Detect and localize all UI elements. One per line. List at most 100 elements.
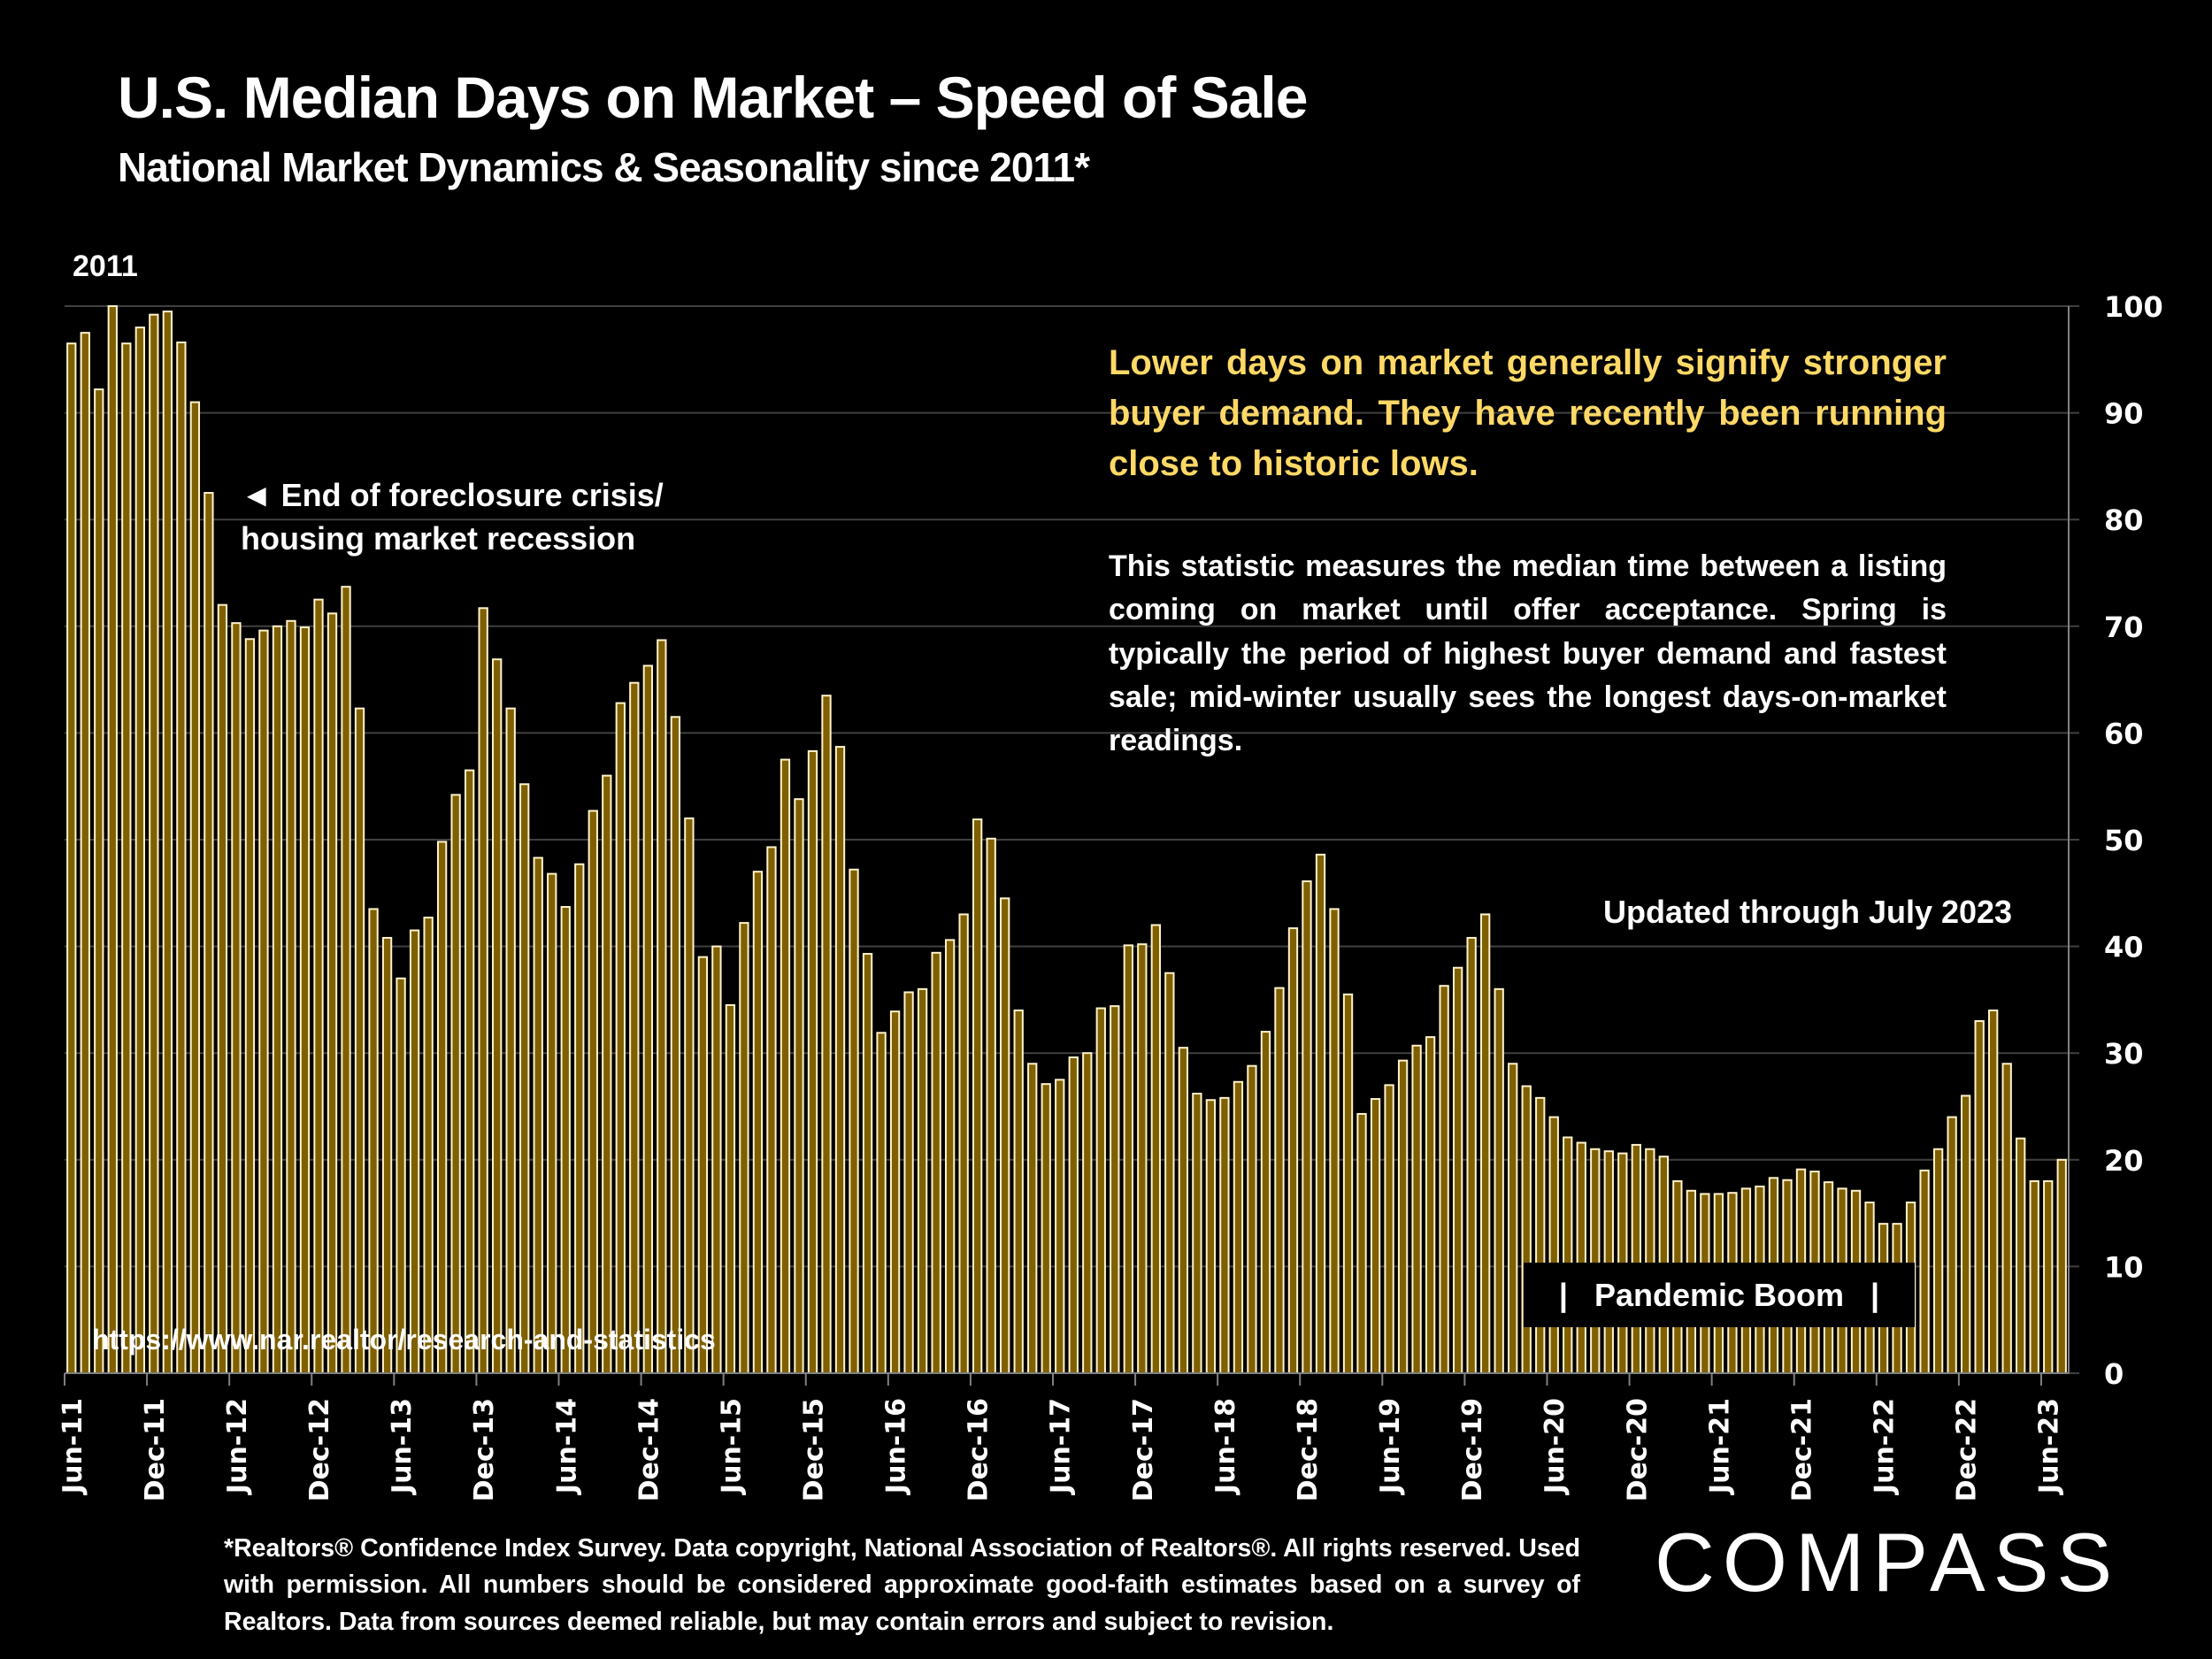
foreclosure-line-1: ◄ End of foreclosure crisis/ [241, 477, 664, 513]
bar [1164, 972, 1175, 1374]
bar [711, 945, 722, 1374]
x-tick-label: Jun-23 [2034, 1398, 2065, 1495]
x-tick-label: Jun-17 [1046, 1398, 1077, 1495]
bar [1219, 1096, 1230, 1375]
bar [1521, 1085, 1532, 1375]
bar [1110, 1005, 1120, 1374]
bar [821, 695, 832, 1374]
bar [1274, 987, 1285, 1375]
bar [1960, 1094, 1971, 1374]
bar [1192, 1093, 1202, 1374]
pandemic-boom-label: | Pandemic Boom | [1524, 1263, 1915, 1327]
bar [1041, 1083, 1051, 1374]
x-tick-label: Jun-18 [1210, 1398, 1241, 1495]
bar [1508, 1063, 1518, 1374]
bar [1645, 1148, 1655, 1374]
bar [903, 991, 914, 1374]
bar [657, 639, 667, 1374]
bar [1356, 1112, 1367, 1375]
lead-annotation: Lower days on market generally signify s… [1109, 343, 1947, 483]
bar [409, 929, 420, 1374]
bar [849, 868, 859, 1374]
bar [1480, 913, 1491, 1375]
pandemic-boom-text: | Pandemic Boom | [1558, 1276, 1880, 1313]
bar [1439, 985, 1449, 1375]
bar [1563, 1136, 1573, 1374]
x-tick-label: Dec-18 [1293, 1398, 1324, 1502]
bar [326, 612, 338, 1374]
bar [1919, 1169, 1930, 1374]
bar [1397, 1059, 1409, 1374]
bar [931, 951, 941, 1375]
bar [547, 872, 557, 1374]
compass-logo: COMPASS [1655, 1516, 2121, 1609]
bar [396, 977, 406, 1375]
bar [629, 681, 640, 1374]
bar [1494, 987, 1504, 1374]
x-tick-label: Dec-11 [140, 1398, 171, 1502]
bar [766, 846, 777, 1374]
bar [121, 342, 132, 1375]
bar [602, 774, 612, 1374]
x-tick-label: Dec-22 [1952, 1398, 1983, 1502]
bar [958, 913, 969, 1375]
bar [684, 817, 695, 1374]
bar [834, 746, 846, 1374]
x-tick-label: Jun-19 [1375, 1398, 1406, 1495]
bar [1055, 1079, 1065, 1374]
bar [176, 342, 187, 1374]
bar [917, 987, 928, 1374]
x-tick-label: Jun-11 [58, 1398, 88, 1495]
bar [66, 342, 77, 1375]
y-tick-label: 20 [2104, 1144, 2144, 1178]
x-tick-label: Dec-21 [1786, 1398, 1817, 1502]
bar [1932, 1148, 1944, 1374]
bar [1342, 993, 1354, 1374]
bar [986, 837, 996, 1374]
x-tick-label: Jun-14 [551, 1398, 582, 1495]
y-axis: 0 10 20 30 40 50 60 70 80 90 100 [2068, 290, 2163, 1391]
x-tick-label: Dec-12 [304, 1398, 335, 1502]
bar [80, 332, 90, 1374]
bar [423, 917, 434, 1374]
bar [697, 956, 709, 1375]
x-tick-label: Jun-13 [387, 1398, 418, 1495]
bar [134, 326, 145, 1374]
bar [1452, 966, 1463, 1374]
bar [299, 626, 311, 1374]
bar [794, 798, 804, 1374]
bar [465, 769, 475, 1374]
bar [615, 702, 626, 1374]
x-tick-label: Jun-22 [1870, 1398, 1901, 1495]
y-tick-label: 40 [2104, 931, 2144, 964]
bar [478, 607, 488, 1374]
bar [1013, 1009, 1024, 1374]
x-tick-label: Dec-14 [634, 1398, 664, 1502]
bar [519, 783, 530, 1374]
bar [436, 841, 448, 1374]
bar [341, 586, 351, 1374]
page-subtitle: National Market Dynamics & Seasonality s… [118, 144, 1090, 190]
bar [1947, 1116, 1957, 1375]
bar [1535, 1096, 1546, 1375]
bar [2016, 1137, 2026, 1375]
x-tick-label: Dec-17 [1128, 1398, 1159, 1502]
x-tick-label: Dec-16 [964, 1398, 995, 1502]
bar [2056, 1158, 2067, 1375]
bar [354, 707, 365, 1374]
x-tick-label: Dec-19 [1457, 1398, 1488, 1502]
y-tick-label: 90 [2104, 397, 2144, 431]
bar [807, 749, 818, 1374]
source-url[interactable]: https://www.nar.realtor/research-and-sta… [92, 1324, 716, 1356]
y-tick-label: 10 [2104, 1250, 2144, 1284]
bar [642, 664, 653, 1374]
bar [780, 758, 791, 1374]
bar [1425, 1036, 1436, 1374]
bar [862, 953, 873, 1374]
bar [1178, 1047, 1189, 1375]
bar [204, 492, 214, 1374]
bar [149, 313, 159, 1375]
bar [1247, 1064, 1257, 1374]
y-tick-label: 60 [2104, 717, 2144, 750]
bar [368, 908, 379, 1374]
